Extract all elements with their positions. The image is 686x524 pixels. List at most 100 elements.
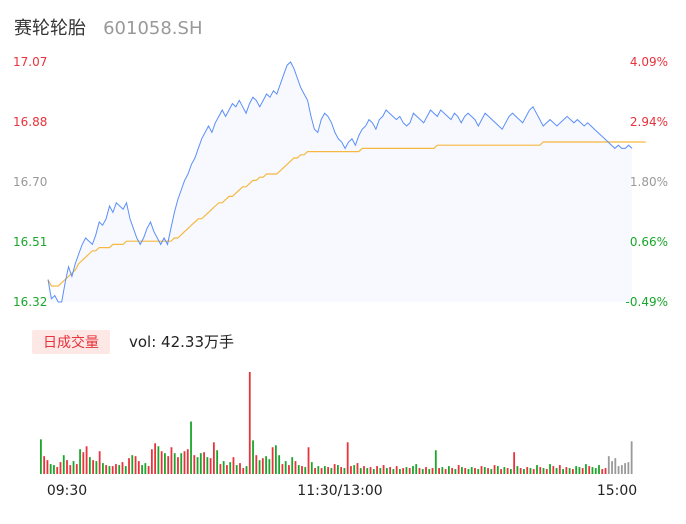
volume-bar — [565, 467, 568, 474]
stock-header: 赛轮轮胎 601058.SH — [14, 14, 203, 40]
volume-bar — [209, 458, 212, 474]
volume-bar — [196, 457, 199, 474]
volume-bar — [49, 464, 52, 474]
volume-bar — [523, 469, 525, 474]
volume-bar — [363, 466, 365, 474]
volume-bar — [542, 468, 545, 474]
volume-bar — [199, 453, 202, 474]
volume-bar — [62, 455, 65, 474]
volume-bar — [581, 468, 584, 474]
volume-bar — [601, 469, 604, 474]
volume-bar — [75, 464, 78, 474]
volume-bar — [571, 469, 574, 474]
volume-bar — [131, 455, 134, 474]
volume-bar — [82, 452, 85, 474]
volume-bar — [193, 455, 196, 474]
volume-bar — [180, 453, 183, 474]
volume-bars — [40, 372, 633, 474]
volume-bar — [327, 467, 330, 474]
volume-bar — [421, 469, 424, 474]
volume-bar — [203, 452, 205, 474]
volume-bar — [562, 469, 564, 474]
price-panel: 17.07 16.88 16.70 16.51 16.32 4.09% 2.94% 1.80… — [13, 55, 668, 309]
volume-bar — [317, 466, 320, 474]
volume-bar — [320, 468, 323, 474]
volume-bar — [43, 456, 46, 474]
volume-bar — [219, 464, 222, 474]
y-tick-label: 16.32 — [13, 295, 47, 309]
volume-bar — [503, 467, 506, 474]
volume-bar — [40, 439, 42, 474]
volume-bar — [150, 449, 153, 474]
volume-bar — [591, 467, 594, 474]
volume-bar — [611, 461, 613, 474]
volume-bar — [379, 468, 382, 474]
volume-bar — [261, 458, 264, 474]
volume-bar — [137, 461, 140, 474]
volume-bar — [545, 469, 548, 474]
volume-bar — [248, 372, 251, 474]
volume-bar — [310, 462, 313, 474]
volume-bar — [620, 465, 623, 474]
volume-bar — [206, 457, 209, 474]
volume-bar — [281, 464, 284, 474]
volume-bar — [164, 453, 166, 474]
volume-bar — [627, 462, 630, 474]
volume-bar — [255, 455, 258, 474]
volume-bar — [252, 440, 254, 474]
volume-bar — [385, 468, 388, 474]
volume-bar — [134, 456, 137, 474]
volume-bar — [470, 467, 473, 474]
volume-bar — [297, 465, 300, 474]
volume-bar — [451, 468, 454, 474]
volume-bar — [516, 466, 519, 474]
volume-bar — [183, 451, 186, 474]
y-axis-percent-ticks: 4.09% 2.94% 1.80% 0.66% -0.49% — [626, 55, 668, 309]
volume-bar — [108, 466, 111, 474]
volume-bar — [461, 467, 463, 474]
volume-bar — [402, 468, 405, 474]
volume-bar — [284, 461, 287, 474]
volume-bar — [552, 466, 555, 474]
volume-bar — [425, 467, 427, 474]
volume-bar — [493, 465, 496, 474]
volume-bar — [477, 469, 480, 474]
stock-code: 601058.SH — [103, 18, 203, 39]
percent-tick-label: 1.80% — [630, 175, 668, 189]
x-tick-label: 15:00 — [597, 483, 637, 499]
volume-bar — [304, 467, 307, 474]
avg-price-line — [47, 141, 646, 287]
volume-bar — [59, 462, 62, 474]
volume-bar — [454, 469, 457, 474]
volume-bar — [157, 446, 160, 474]
volume-bar — [588, 466, 591, 474]
volume-bar — [513, 452, 516, 474]
volume-bar — [594, 468, 597, 474]
volume-bar — [343, 468, 346, 474]
volume-bar — [382, 465, 385, 474]
volume-bar — [216, 450, 219, 474]
volume-bar — [395, 466, 398, 474]
volume-bar — [366, 468, 369, 474]
volume-bar — [147, 466, 150, 474]
volume-bar — [467, 469, 470, 474]
volume-bar — [438, 468, 440, 474]
volume-bar — [487, 468, 489, 474]
volume-bar — [607, 456, 610, 474]
volume-bar — [111, 466, 114, 474]
volume-bar — [392, 469, 395, 474]
volume-bar — [307, 447, 310, 474]
volume-bar — [212, 442, 215, 474]
volume-bar — [539, 467, 542, 474]
volume-bar — [399, 469, 401, 474]
volume-bar — [314, 468, 316, 474]
volume-bar — [274, 445, 277, 474]
volume-bar — [235, 465, 238, 474]
volume-bar — [232, 457, 235, 474]
volume-bar — [330, 468, 333, 474]
volume-bar — [519, 468, 522, 474]
volume-bar — [431, 468, 434, 474]
volume-bar — [578, 467, 581, 474]
price-area-fill — [48, 62, 632, 302]
